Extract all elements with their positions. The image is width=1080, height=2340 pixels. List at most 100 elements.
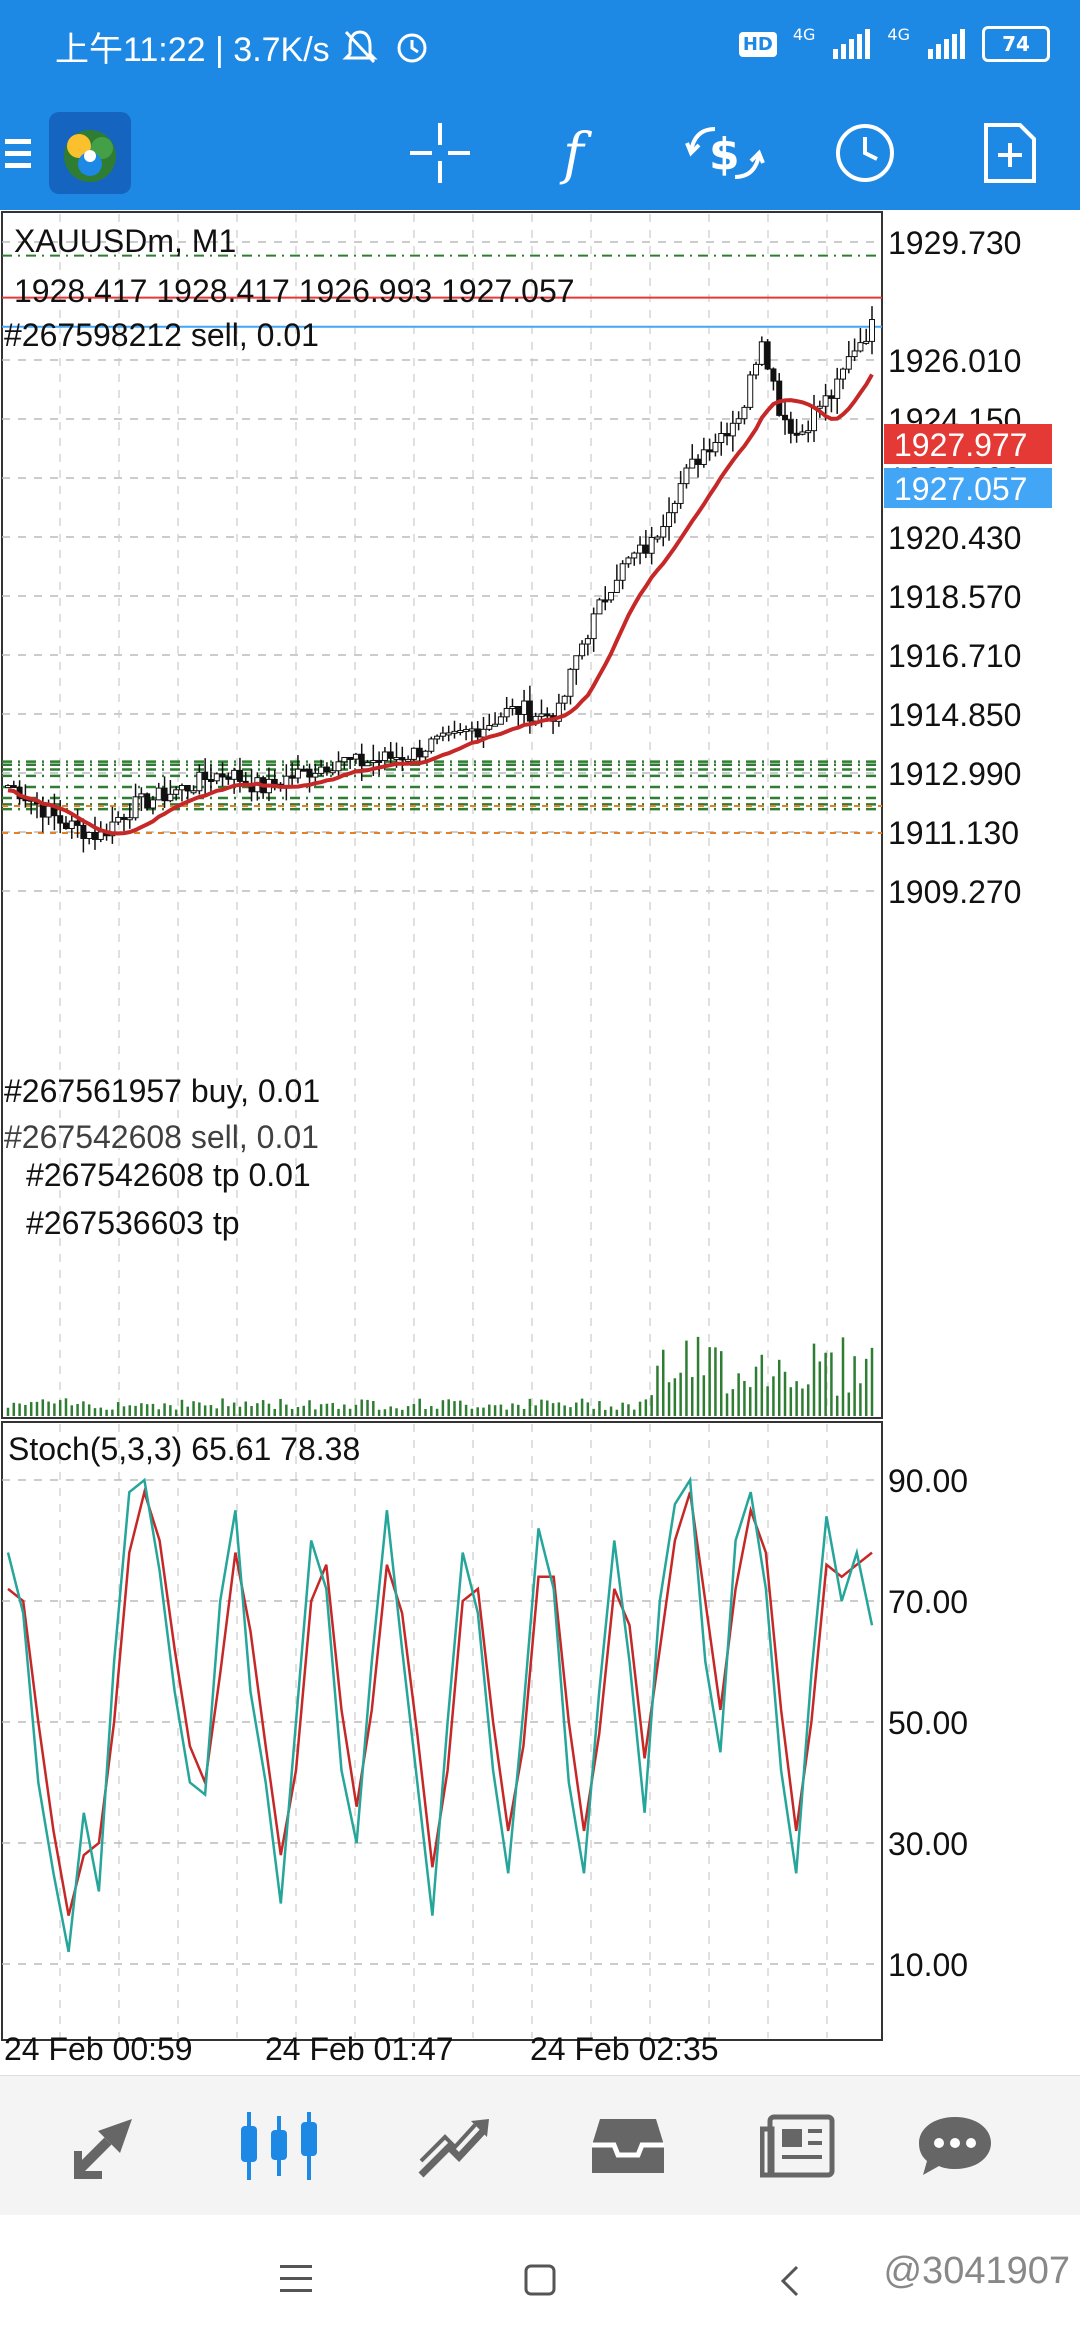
ask-price-label: 1927.977 (894, 427, 1027, 463)
ohlc-label: 1928.417 1928.417 1926.993 1927.057 (14, 273, 575, 309)
back-icon[interactable] (775, 2263, 805, 2299)
stoch-pane-frame (1, 1421, 883, 2041)
candle-body (602, 599, 609, 603)
moving-average-line (7, 373, 874, 836)
crosshair-icon[interactable] (400, 95, 480, 210)
system-navigation (0, 2215, 1080, 2340)
candle-body (642, 544, 649, 554)
clock-timeframe-icon[interactable] (820, 95, 910, 210)
candle-body (840, 368, 847, 380)
candle-body (86, 831, 93, 839)
candle-body (654, 536, 661, 540)
chart-icon[interactable] (230, 2096, 330, 2196)
ask-price-box (884, 424, 1052, 464)
status-bar: 上午11:22 | 3.7K/s HD 4G 4G 74 (0, 0, 1080, 95)
candle-body (115, 816, 122, 823)
candle-body (306, 768, 313, 778)
candle-body (45, 805, 52, 818)
price-tick-label: 1929.730 (888, 225, 1021, 261)
candle-body (764, 341, 771, 370)
candle-body (596, 599, 603, 615)
candle-body (428, 738, 435, 752)
candle-body (405, 758, 412, 762)
candle-body (57, 815, 64, 824)
recents-menu-icon[interactable] (280, 2265, 316, 2295)
main-pane-frame (1, 211, 883, 1419)
candle-body (666, 512, 673, 528)
candle-body (68, 820, 75, 830)
candle-body (660, 526, 667, 538)
stoch-tick-label: 70.00 (888, 1584, 968, 1620)
candle-body (782, 414, 789, 421)
price-tick-label: 1918.570 (888, 579, 1021, 615)
news-icon[interactable] (750, 2096, 850, 2196)
indicator-f-icon[interactable]: f (540, 95, 620, 210)
candle-body (509, 705, 516, 709)
candle-body (671, 502, 678, 514)
new-order-icon[interactable] (965, 95, 1055, 210)
signal-2-label: 4G (887, 24, 910, 44)
candle-body (573, 655, 580, 670)
price-tick-label: 1911.130 (888, 815, 1019, 851)
candle-body (155, 787, 162, 801)
battery-level: 74 (1002, 32, 1030, 56)
candle-body (10, 785, 17, 789)
menu-icon[interactable] (0, 95, 40, 210)
price-tick-label: 1912.990 (888, 756, 1021, 792)
candle-body (515, 705, 522, 715)
candle-body (619, 563, 626, 581)
candle-body (439, 732, 446, 737)
candle-body (381, 751, 388, 762)
candles (5, 306, 875, 853)
price-tick-label: 1920.430 (888, 520, 1021, 556)
candle-body (138, 793, 145, 798)
chart-canvas[interactable]: 1931.5901929.7301926.0101924.1501922.290… (0, 166, 1080, 2080)
quotes-icon[interactable] (58, 2096, 158, 2196)
candle-body (271, 778, 278, 785)
candle-body (869, 319, 875, 342)
signal-1-label: 4G (792, 24, 816, 44)
price-chart[interactable]: 1931.5901929.7301926.0101924.1501922.290… (0, 166, 1080, 2080)
candle-body (828, 395, 835, 399)
bid-price-label: 1927.057 (894, 471, 1027, 507)
trade-icon[interactable] (405, 2096, 505, 2196)
price-axis: 1931.5901929.7301926.0101924.1501922.290… (888, 166, 1021, 910)
price-tick-label: 1926.010 (888, 343, 1021, 379)
candle-body (167, 793, 174, 802)
candle-body (468, 728, 475, 732)
candle-body (631, 552, 638, 559)
candle-body (364, 762, 371, 767)
stoch-tick-label: 10.00 (888, 1947, 968, 1983)
candle-body (341, 756, 348, 763)
candle-body (289, 775, 296, 779)
candle-body (149, 799, 156, 809)
candle-body (202, 771, 209, 781)
time-label-3: 24 Feb 02:35 (530, 2031, 719, 2067)
candle-body (805, 430, 812, 434)
history-icon[interactable] (578, 2096, 678, 2196)
order-tp2-label: #267536603 tp (26, 1205, 240, 1241)
order-tp1-label: #267542608 tp 0.01 (26, 1157, 311, 1193)
candle-body (463, 729, 470, 733)
candle-body (567, 668, 574, 697)
candle-body (294, 768, 301, 779)
candle-body (451, 730, 458, 734)
candle-body (190, 790, 197, 794)
app-logo[interactable] (45, 95, 135, 210)
candle-body (590, 613, 597, 640)
candle-body (387, 751, 394, 759)
trade-dollar-icon[interactable]: $ (680, 95, 770, 210)
candle-body (335, 761, 342, 772)
bottom-navigation (0, 2075, 1080, 2216)
candle-body (225, 776, 232, 780)
candle-body (799, 431, 806, 435)
candle-body (538, 713, 545, 717)
candle-body (445, 732, 452, 736)
home-icon[interactable] (523, 2263, 559, 2299)
chat-icon[interactable] (905, 2096, 1005, 2196)
candle-body (196, 771, 203, 792)
symbol-label: XAUUSDm, M1 (14, 223, 236, 259)
candle-body (648, 536, 655, 554)
candle-body (706, 449, 713, 453)
candle-body (608, 591, 615, 601)
